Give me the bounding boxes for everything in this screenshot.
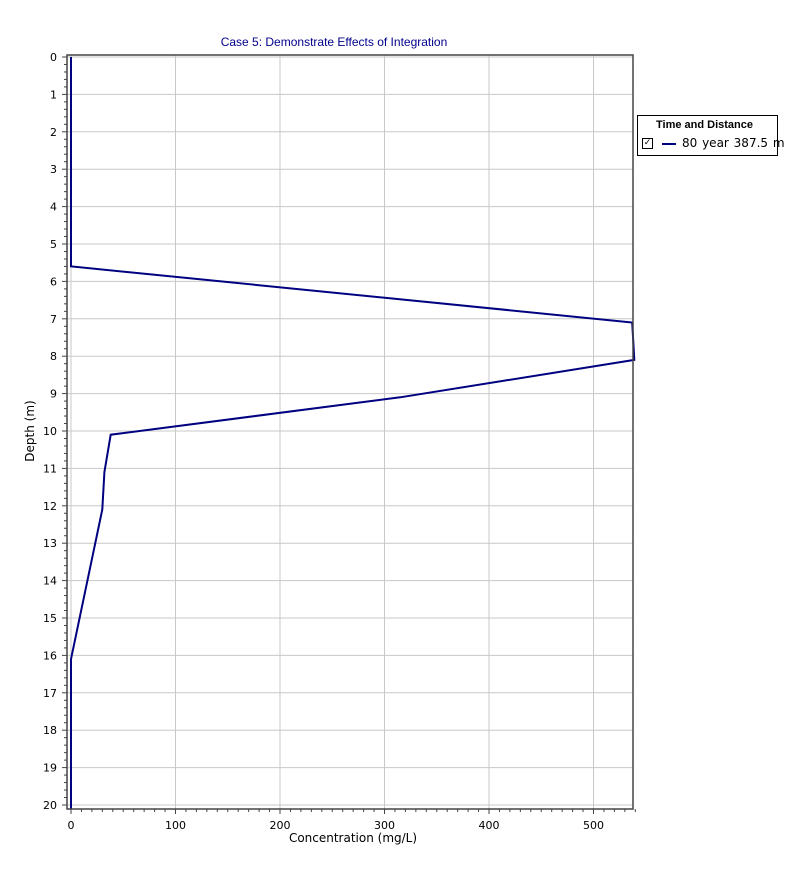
y-tick-label: 11	[43, 462, 57, 475]
series-line	[70, 57, 636, 809]
y-tick-label: 10	[43, 425, 57, 438]
y-tick-label: 16	[43, 649, 57, 662]
plot-frame	[66, 54, 634, 810]
x-tick-label: 100	[165, 819, 186, 832]
legend-series-label: 80 year 387.5 m	[682, 136, 785, 150]
y-tick-label: 19	[43, 762, 57, 775]
x-tick-label: 0	[68, 819, 75, 832]
y-tick-label: 14	[43, 575, 57, 588]
y-tick-label: 6	[50, 275, 57, 288]
grid-lines	[67, 55, 633, 809]
x-tick-label: 300	[374, 819, 395, 832]
y-tick-label: 15	[43, 612, 57, 625]
x-axis: 0 100 200 300 400 500	[68, 809, 636, 832]
y-tick-label: 13	[43, 537, 57, 550]
y-tick-label: 5	[50, 238, 57, 251]
y-tick-label: 8	[50, 350, 57, 363]
y-tick-label: 0	[50, 51, 57, 64]
x-tick-label: 500	[583, 819, 604, 832]
x-tick-label: 200	[270, 819, 291, 832]
y-tick-label: 12	[43, 500, 57, 513]
chart-title: Case 5: Demonstrate Effects of Integrati…	[221, 35, 448, 49]
legend-title: Time and Distance	[656, 119, 753, 131]
y-tick-label: 2	[50, 126, 57, 139]
legend: Time and Distance ✓ 80 year 387.5 m	[637, 115, 785, 156]
y-axis-label: Depth (m)	[23, 400, 37, 461]
legend-series-swatch	[662, 143, 676, 145]
x-axis-label: Concentration (mg/L)	[289, 831, 417, 845]
y-tick-label: 9	[50, 388, 57, 401]
y-tick-label: 18	[43, 724, 57, 737]
y-tick-label: 7	[50, 313, 57, 326]
y-tick-label: 4	[50, 201, 57, 214]
legend-series-checkbox[interactable]: ✓	[642, 138, 653, 149]
x-tick-label: 400	[479, 819, 500, 832]
y-tick-label: 17	[43, 687, 57, 700]
y-tick-label: 3	[50, 163, 57, 176]
series-layer	[70, 57, 636, 809]
y-tick-label: 20	[43, 799, 57, 812]
y-tick-label: 1	[50, 88, 57, 101]
